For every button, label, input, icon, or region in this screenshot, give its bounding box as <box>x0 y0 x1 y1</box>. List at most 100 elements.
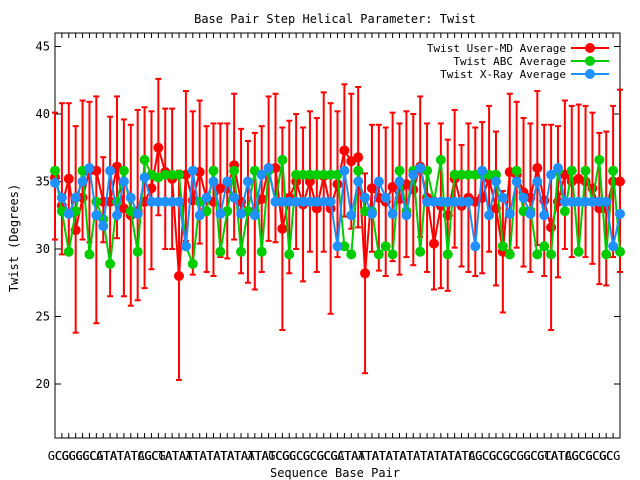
x-tick-label: CG <box>516 449 530 463</box>
series-1-point <box>63 173 74 184</box>
legend-marker <box>585 56 595 66</box>
y-tick-label: 30 <box>36 242 50 256</box>
x-tick-label: CG <box>137 449 151 463</box>
series-2-point <box>298 169 309 180</box>
series-3-point <box>325 196 336 207</box>
x-tick-label: TA <box>420 449 435 463</box>
x-tick-label: AT <box>213 449 227 463</box>
series-2-point <box>50 165 60 176</box>
series-2-point <box>118 165 129 176</box>
y-axis-label: Twist (Degrees) <box>7 184 21 292</box>
x-tick-label: GC <box>75 449 89 463</box>
x-tick-label: TA <box>379 449 394 463</box>
series-2-point <box>208 165 219 176</box>
series-3-point <box>153 196 164 207</box>
series-1-point <box>256 194 267 205</box>
series-3-point <box>360 192 371 203</box>
series-2-point <box>615 246 625 257</box>
series-2-point <box>594 154 605 165</box>
series-1-point <box>277 223 288 234</box>
series-2-point <box>353 165 364 176</box>
x-tick-label: TA <box>447 449 462 463</box>
x-tick-label: TA <box>103 449 118 463</box>
x-tick-label: TA <box>461 449 476 463</box>
series-2-point <box>339 241 350 252</box>
series-2-point <box>215 246 226 257</box>
series-2-point <box>435 154 446 165</box>
series-3-point <box>401 210 412 221</box>
series-3-point <box>291 196 302 207</box>
series-3-point <box>249 210 260 221</box>
series-3-point <box>456 196 467 207</box>
series-3-point <box>91 210 102 221</box>
series-3-point <box>277 196 288 207</box>
series-3-point <box>477 165 488 176</box>
series-3-point <box>298 196 309 207</box>
x-tick-label: CG <box>496 449 510 463</box>
series-3-point <box>373 176 384 187</box>
plot-area: 202530354045GCCGGCGCGCGCCGATTAATTAATTACG… <box>36 32 621 463</box>
x-tick-label: GC <box>289 449 303 463</box>
x-tick-label: AT <box>337 449 351 463</box>
series-1-point <box>387 181 398 192</box>
y-tick-label: 20 <box>36 377 50 391</box>
series-1-point <box>366 183 377 194</box>
series-3-point <box>573 196 584 207</box>
x-tick-label: AT <box>186 449 200 463</box>
series-3-point <box>511 176 522 187</box>
series-1-point <box>532 163 543 173</box>
series-3-point <box>346 210 357 221</box>
series-2-point <box>304 169 315 180</box>
series-3-point <box>50 177 60 188</box>
x-tick-label: AT <box>441 449 455 463</box>
x-tick-label: GC <box>62 449 76 463</box>
x-tick-label: AT <box>124 449 138 463</box>
x-tick-label: GC <box>537 449 551 463</box>
series-2-point <box>373 249 384 260</box>
series-3-point <box>366 208 377 219</box>
x-tick-label: AT <box>385 449 399 463</box>
x-tick-label: TA <box>130 449 145 463</box>
series-3-point <box>284 196 295 207</box>
series-1-point <box>360 268 371 279</box>
series-3-point <box>56 192 67 203</box>
series-3-point <box>304 196 315 207</box>
series-1-point <box>615 176 625 187</box>
series-3-point <box>587 196 598 207</box>
series-3-point <box>580 196 591 207</box>
series-2-point <box>415 246 426 257</box>
series-3-point <box>263 163 274 173</box>
x-axis-label: Sequence Base Pair <box>270 466 400 480</box>
x-tick-label: GC <box>303 449 317 463</box>
series-3-point <box>84 163 95 173</box>
series-3-point <box>118 176 129 187</box>
x-tick-label: AT <box>372 449 386 463</box>
series-3-point <box>532 176 543 187</box>
series-2-point <box>346 249 357 260</box>
series-1-point <box>174 271 185 281</box>
series-3-point <box>525 208 536 219</box>
series-2-point <box>291 169 302 180</box>
x-tick-label: TA <box>434 449 449 463</box>
series-3-point <box>146 196 157 207</box>
legend-marker <box>585 69 595 79</box>
series-3-point <box>518 192 529 203</box>
series-3-point <box>180 241 191 252</box>
x-tick-label: TA <box>344 449 359 463</box>
series-3-point <box>559 196 570 207</box>
series-3-point <box>463 196 474 207</box>
series-2-point <box>132 246 143 257</box>
series-2-point <box>532 249 543 260</box>
series-2-point <box>91 196 102 207</box>
x-tick-label: TA <box>158 449 173 463</box>
series-3-point <box>167 196 178 207</box>
series-1-point <box>215 183 226 194</box>
x-tick-label: CG <box>151 449 165 463</box>
series-3-point <box>470 241 481 252</box>
series-3-point <box>594 196 605 207</box>
series-2-point <box>463 169 474 180</box>
series-3-point <box>546 169 557 180</box>
series-3-point <box>318 196 329 207</box>
x-tick-label: AT <box>551 449 565 463</box>
x-tick-label: GC <box>68 449 82 463</box>
